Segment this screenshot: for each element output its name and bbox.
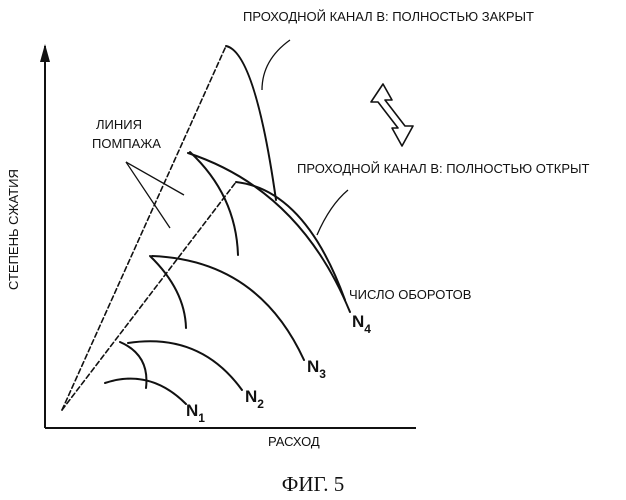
operating-line-1 [119,341,148,389]
leader-open [316,189,349,236]
speed-label-n3: N3 [307,357,326,381]
label-bypass-open: ПРОХОДНОЙ КАНАЛ В: ПОЛНОСТЬЮ ОТКРЫТ [297,161,590,176]
leader-lines [125,39,349,236]
surge-lines [61,45,237,411]
x-axis-label: РАСХОД [268,434,320,449]
label-rotation-speed: ЧИСЛО ОБОРОТОВ [349,287,471,302]
label-bypass-closed: ПРОХОДНОЙ КАНАЛ В: ПОЛНОСТЬЮ ЗАКРЫТ [243,9,534,24]
speed-line-n1 [104,377,187,405]
leader-closed [261,39,291,91]
y-axis-label: СТЕПЕНЬ СЖАТИЯ [6,169,21,290]
y-axis-arrowhead [40,44,50,62]
operating-lines [119,151,239,389]
axes [40,44,416,429]
label-surge-line-2: ПОМПАЖА [92,136,161,151]
leader-surge-2 [125,161,171,229]
operating-line-2 [149,255,187,329]
speed-line-n3 [151,255,305,361]
speed-line-n4-upper [225,45,277,201]
operating-line-3 [189,151,239,256]
label-surge-line-1: ЛИНИЯ [96,117,142,132]
speed-label-n1: N1 [186,401,205,425]
svg-text:N3: N3 [307,357,326,381]
figure-caption: ФИГ. 5 [282,472,345,496]
speed-lines [104,45,351,405]
surge-line-closed [61,45,227,411]
svg-text:N1: N1 [186,401,205,425]
svg-text:N4: N4 [352,312,371,336]
speed-line-n3-open [235,181,346,301]
svg-text:N2: N2 [245,387,264,411]
speed-label-n4: N4 [352,312,371,336]
double-arrow-icon [370,83,414,147]
speed-label-n2: N2 [245,387,264,411]
speed-line-n2 [127,340,243,391]
speed-line-n4 [187,152,351,313]
leader-surge-1 [125,161,185,196]
surge-line-open [61,181,237,411]
